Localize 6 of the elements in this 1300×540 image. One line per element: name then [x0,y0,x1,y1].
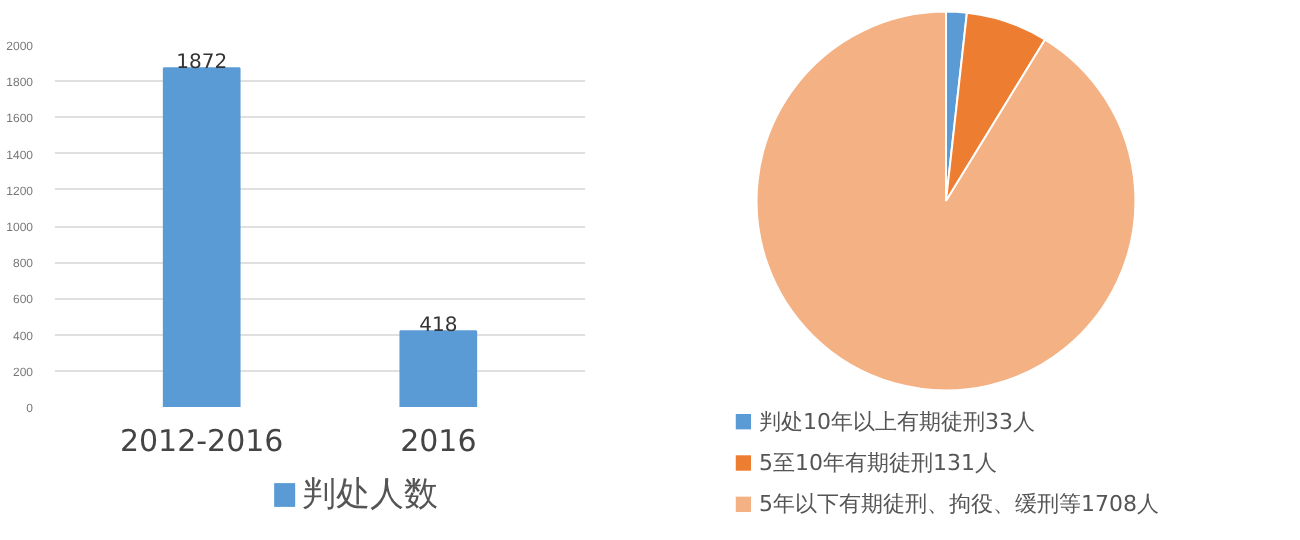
legend-label: 判处人数 [302,475,439,515]
legend-label: 5至10年有期徒刑131人 [758,450,997,476]
legend-label: 判处10年以上有期徒刑33人 [758,408,1035,435]
x-tick-label: 2012-2016 [119,423,284,459]
legend-label: 5年以下有期徒刑、拘役、缓刑等1708人 [758,491,1159,518]
x-tick-label: 2016 [400,423,477,459]
